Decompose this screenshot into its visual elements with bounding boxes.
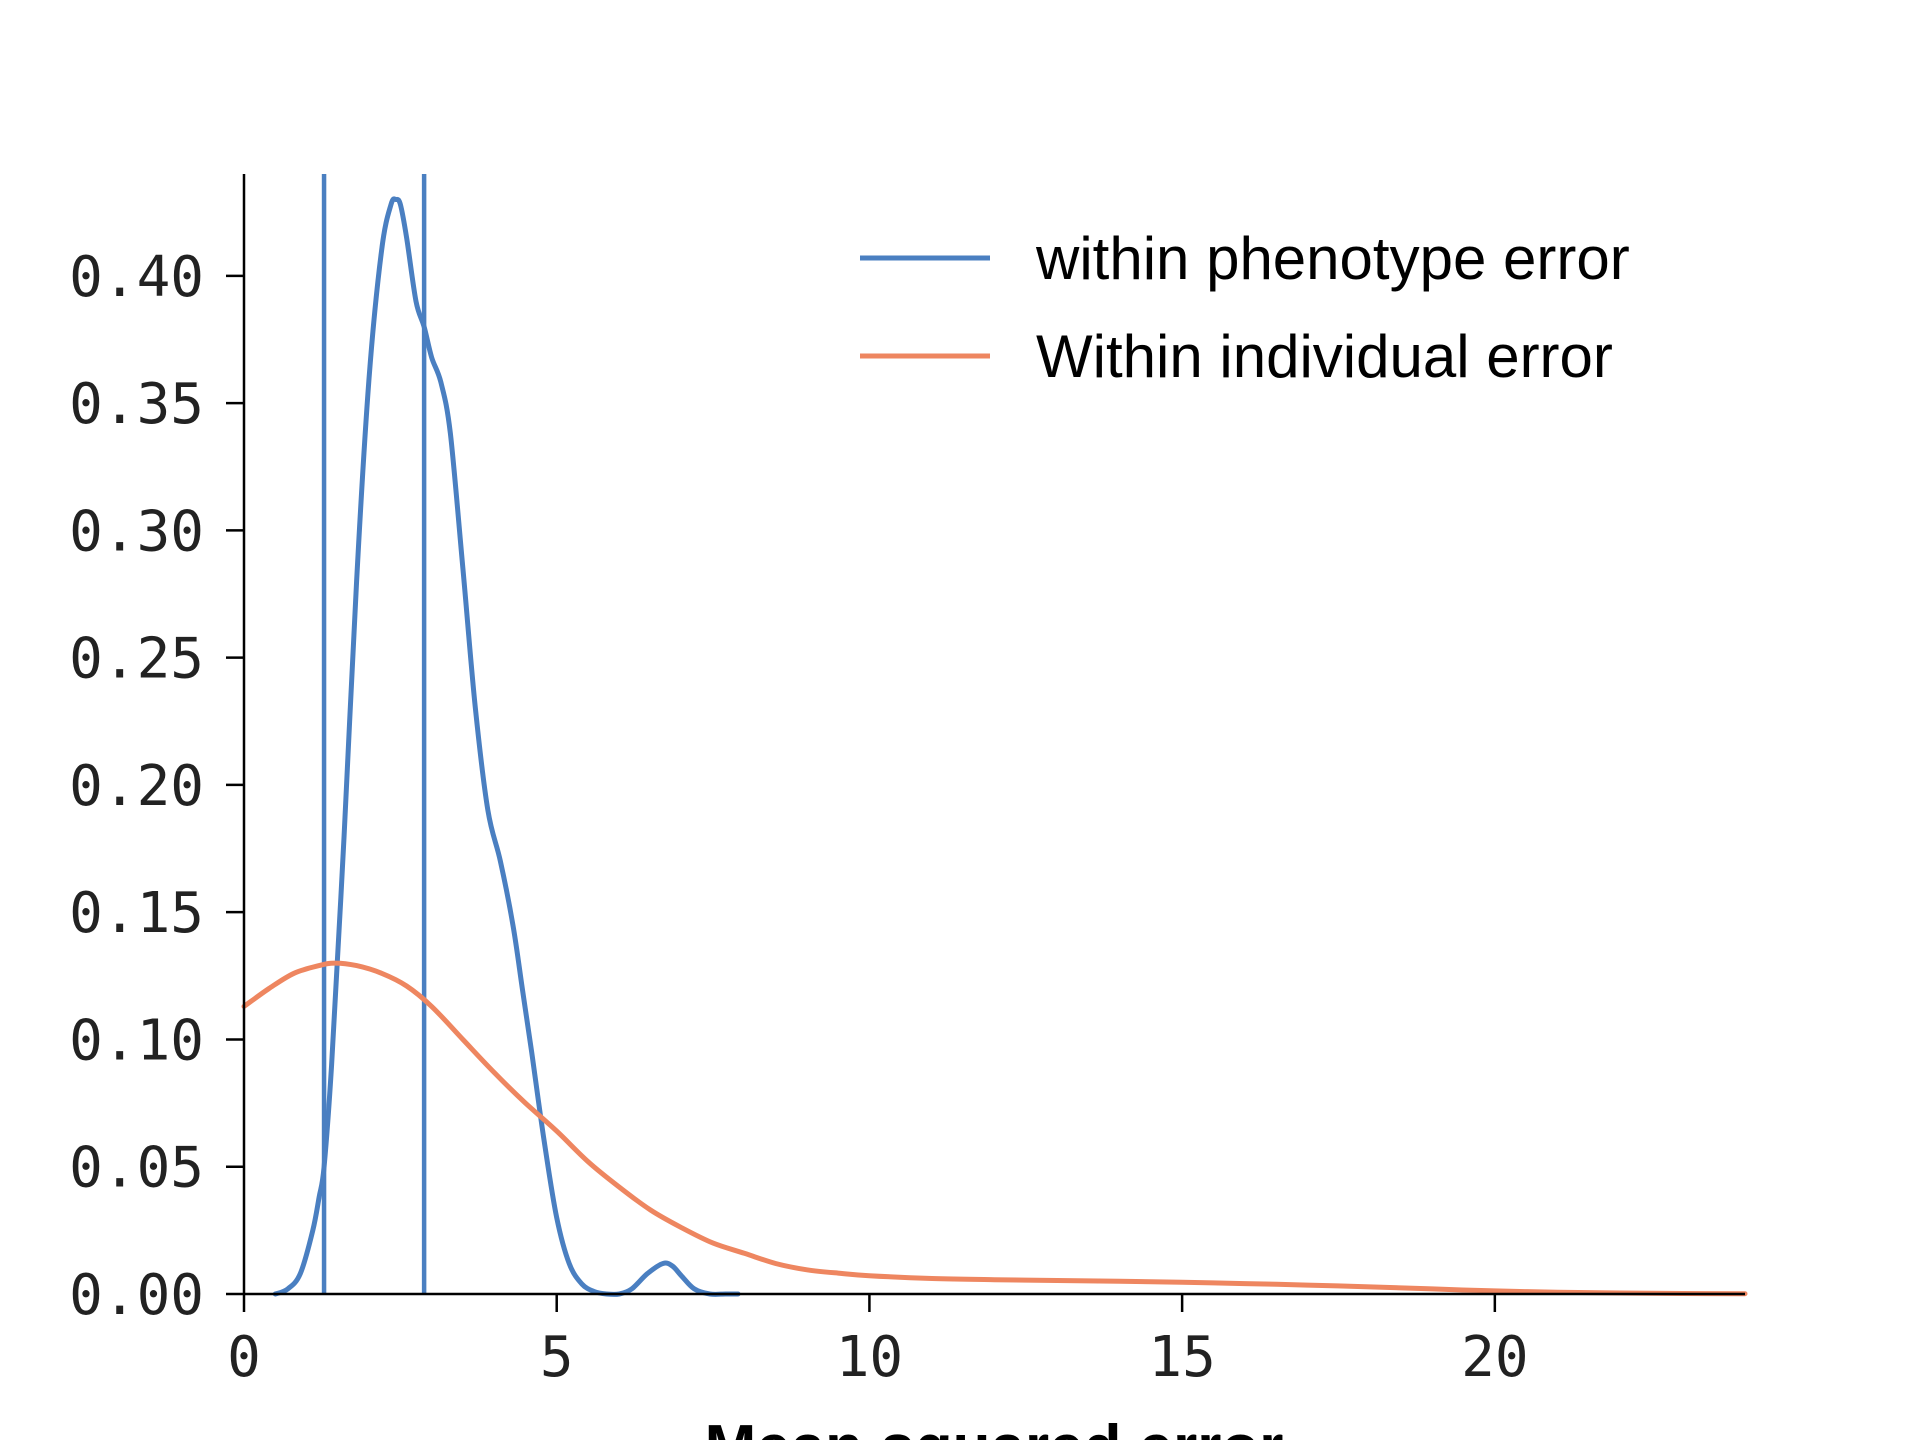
plot-lines bbox=[241, 174, 1748, 1297]
legend-label-2: Within individual error bbox=[1036, 323, 1613, 390]
y-tick-label: 0.00 bbox=[69, 1263, 204, 1328]
x-tick-label: 5 bbox=[540, 1325, 574, 1390]
y-tick-label: 0.35 bbox=[69, 372, 204, 437]
legend: within phenotype error Within individual … bbox=[860, 225, 1630, 390]
legend-label-1: within phenotype error bbox=[1035, 225, 1630, 292]
y-tick-label: 0.10 bbox=[69, 1008, 204, 1073]
y-tick-label: 0.20 bbox=[69, 754, 204, 819]
series-line-1 bbox=[272, 196, 741, 1297]
y-tick-label: 0.25 bbox=[69, 627, 204, 692]
series-line-2 bbox=[241, 960, 1748, 1297]
y-tick-label: 0.15 bbox=[69, 881, 204, 946]
y-ticks: 0.00 0.05 0.10 0.15 0.20 0.25 0.30 0.35 0.40 bbox=[69, 245, 244, 1328]
x-tick-label: 0 bbox=[227, 1325, 261, 1390]
x-axis-title: Mean squared error bbox=[705, 1413, 1284, 1440]
x-ticks: 0 5 10 15 20 bbox=[227, 1294, 1529, 1390]
y-tick-label: 0.30 bbox=[69, 499, 204, 564]
y-tick-label: 0.40 bbox=[69, 245, 204, 310]
x-tick-label: 15 bbox=[1148, 1325, 1215, 1390]
x-tick-label: 10 bbox=[836, 1325, 903, 1390]
x-tick-label: 20 bbox=[1461, 1325, 1528, 1390]
y-tick-label: 0.05 bbox=[69, 1136, 204, 1201]
